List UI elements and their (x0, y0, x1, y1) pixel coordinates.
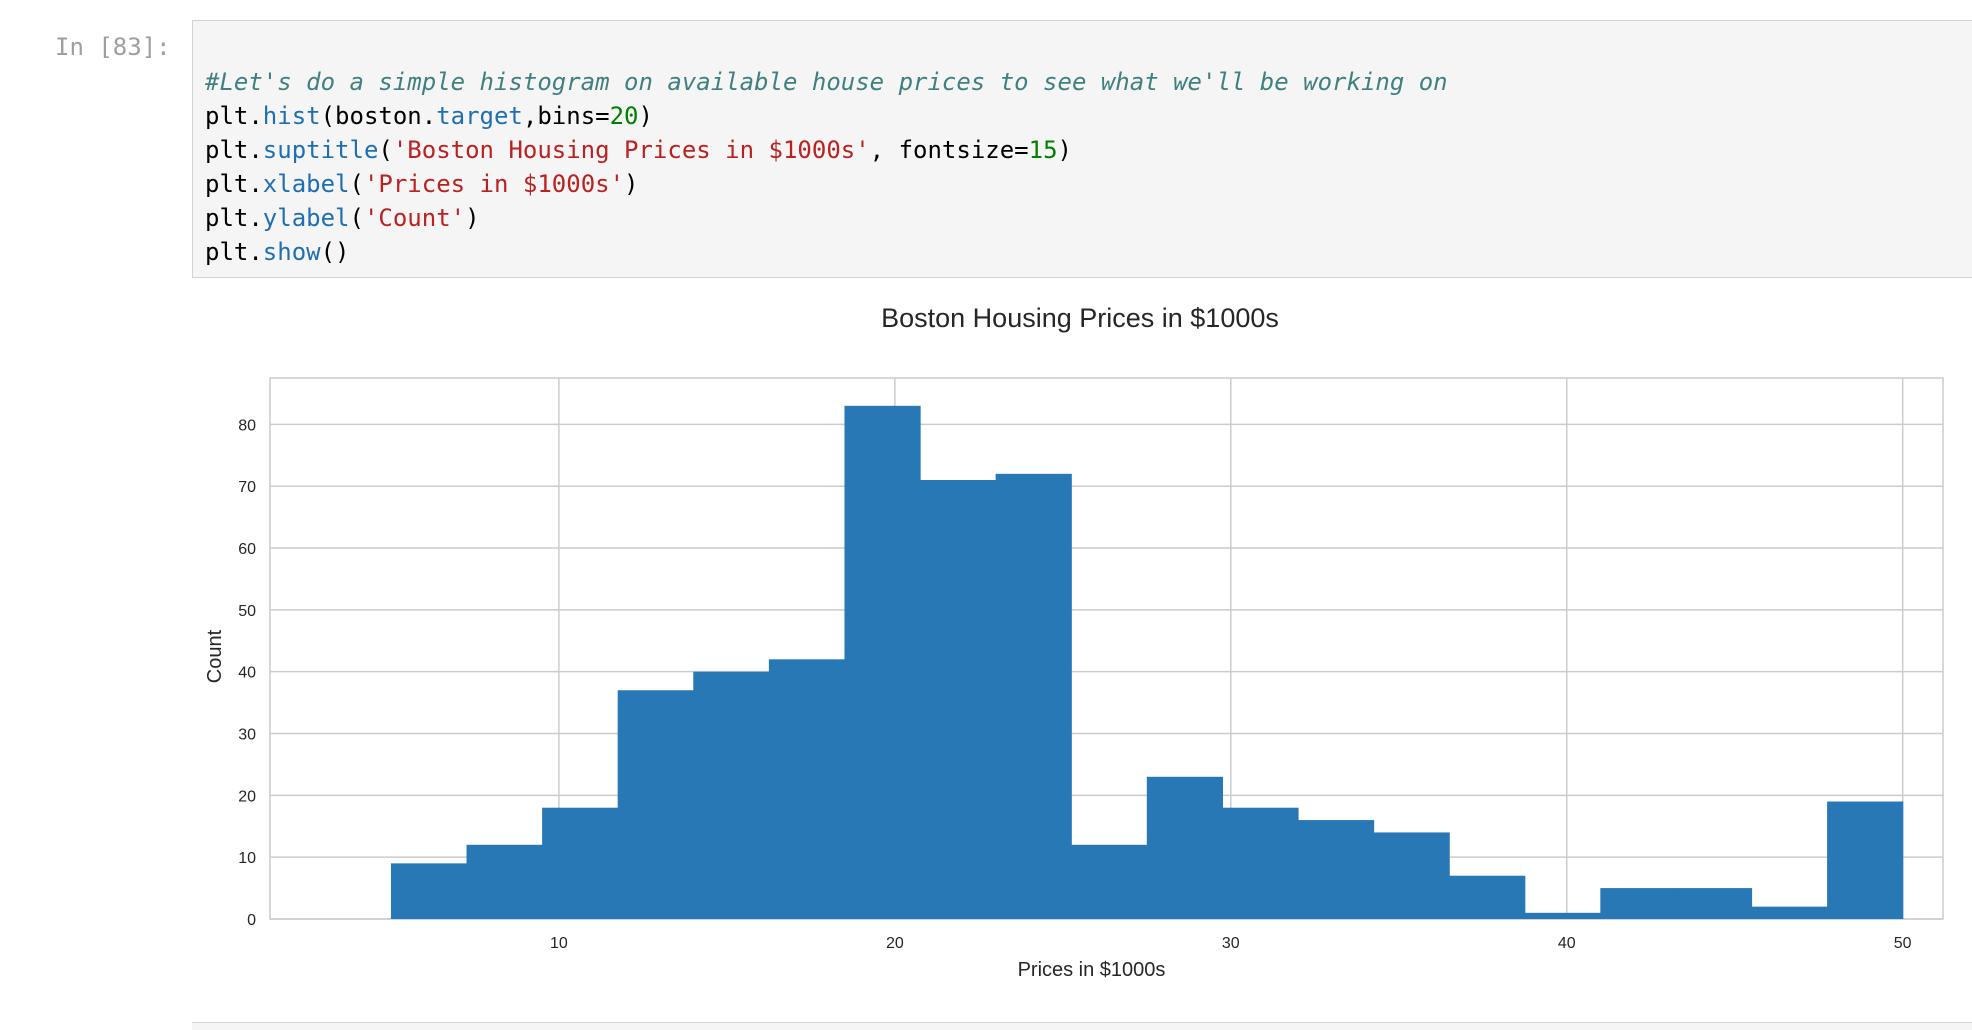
code-token: ) (465, 204, 480, 232)
histogram-chart: Boston Housing Prices in $1000s 10 20 30 40… (204, 303, 1944, 981)
code-token: #Let's do a simple histogram on availabl… (205, 68, 1448, 96)
code-token: hist (262, 102, 321, 130)
code-cell[interactable]: #Let's do a simple histogram on availabl… (192, 20, 1972, 278)
y-tick-label: 0 (247, 912, 256, 929)
y-tick-labels: 0 10 20 30 40 50 60 70 80 (238, 417, 256, 929)
bars (390, 405, 1904, 919)
code-token: ) (638, 102, 653, 130)
histogram-bar (1524, 912, 1601, 919)
code-token: ( (378, 136, 393, 164)
y-tick-label: 50 (238, 603, 256, 620)
histogram-bar (1600, 888, 1677, 919)
code-line: plt.suptitle('Boston Housing Prices in $… (205, 133, 1448, 167)
y-tick-label: 30 (238, 727, 256, 744)
code-line: plt.hist(boston.target,bins=20) (205, 99, 1448, 133)
code-token: 'Count' (363, 204, 466, 232)
code-token: xlabel (262, 170, 350, 198)
histogram-bar (1297, 820, 1375, 919)
histogram-bar (1449, 875, 1526, 919)
plot-area (269, 377, 1944, 920)
code-line: plt.show() (205, 235, 1448, 269)
code-token: , fontsize= (869, 136, 1029, 164)
code-token: () (320, 238, 350, 266)
y-tick-label: 70 (238, 479, 256, 496)
code-token: 'Prices in $1000s' (363, 170, 625, 198)
code-line: plt.xlabel('Prices in $1000s') (205, 167, 1448, 201)
code-token: ) (624, 170, 639, 198)
code-token: 20 (609, 102, 639, 130)
cell-output: Boston Housing Prices in $1000s 10 20 30 40… (192, 285, 1972, 1015)
code-token: ( (349, 170, 364, 198)
code-token: plt. (205, 102, 263, 130)
histogram-bar (1827, 801, 1904, 919)
code-token: 'Boston Housing Prices in $1000s' (392, 136, 870, 164)
x-tick-label: 40 (1558, 935, 1576, 952)
code-token: suptitle (262, 136, 379, 164)
x-tick-label: 30 (1222, 935, 1240, 952)
code-token: show (262, 238, 321, 266)
histogram-bar (844, 405, 921, 919)
histogram-bar (920, 480, 997, 919)
y-tick-label: 20 (238, 788, 256, 805)
code-token: plt. (205, 136, 263, 164)
code-token: plt. (205, 238, 263, 266)
code-token: ( (349, 204, 364, 232)
next-cell[interactable] (192, 1022, 1972, 1030)
histogram-bar (466, 844, 543, 919)
x-tick-label: 10 (550, 935, 568, 952)
code-token: ) (1057, 136, 1072, 164)
histogram-bar (617, 690, 694, 919)
histogram-bar (768, 659, 846, 919)
code-token: ylabel (262, 204, 350, 232)
cell-prompt: In [83]: (55, 33, 171, 61)
y-tick-label: 10 (238, 850, 256, 867)
histogram-bar (390, 863, 468, 919)
histogram-bar (1222, 807, 1299, 919)
histogram-bar (995, 473, 1072, 919)
histogram-bar (1071, 844, 1148, 919)
y-axis-label: Count (204, 629, 226, 683)
x-tick-label: 50 (1894, 935, 1912, 952)
code-token: 15 (1028, 136, 1058, 164)
histogram-bar (1675, 888, 1753, 919)
code-token: (boston. (320, 102, 437, 130)
y-tick-label: 40 (238, 665, 256, 682)
x-axis-label: Prices in $1000s (1018, 959, 1166, 981)
x-tick-label: 20 (886, 935, 904, 952)
y-tick-label: 80 (238, 417, 256, 434)
histogram-bar (1373, 832, 1450, 919)
histogram-bar (693, 671, 770, 919)
code-editor[interactable]: #Let's do a simple histogram on availabl… (205, 65, 1448, 269)
code-token: ,bins= (522, 102, 610, 130)
code-line: #Let's do a simple histogram on availabl… (205, 65, 1448, 99)
y-tick-label: 60 (238, 541, 256, 558)
histogram-bar (1751, 906, 1828, 919)
histogram-bar (542, 807, 619, 919)
code-token: target (436, 102, 523, 130)
code-token: plt. (205, 204, 263, 232)
code-token: plt. (205, 170, 263, 198)
histogram-bar (1146, 776, 1224, 919)
chart-title: Boston Housing Prices in $1000s (881, 303, 1279, 333)
x-tick-labels: 10 20 30 40 50 (550, 935, 1912, 952)
code-line: plt.ylabel('Count') (205, 201, 1448, 235)
